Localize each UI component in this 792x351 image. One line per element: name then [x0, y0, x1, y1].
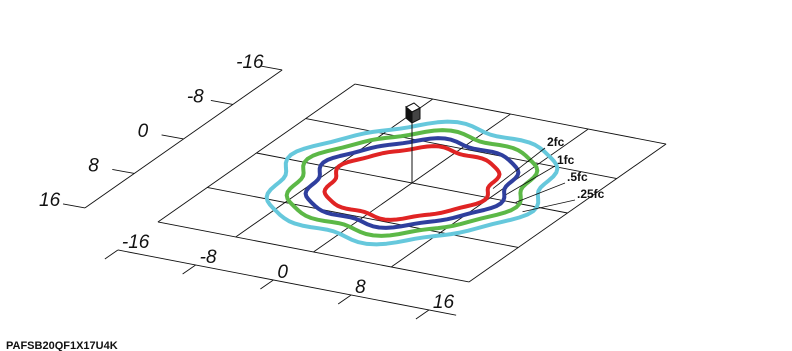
grid-line-x — [468, 143, 667, 283]
x-tick-label: 16 — [433, 292, 455, 313]
y-tick-label: 0 — [138, 121, 149, 142]
contour-label: .5fc — [567, 170, 588, 184]
y-tick-label: 8 — [88, 155, 99, 176]
contour-leader — [522, 199, 576, 213]
y-tick-mark — [161, 134, 184, 140]
x-tick-mark — [415, 309, 430, 320]
x-tick-mark — [104, 249, 119, 260]
y-scale-line — [84, 69, 283, 209]
luminaire-pole — [405, 102, 421, 183]
contour-label: .25fc — [577, 187, 605, 201]
x-tick-mark — [260, 279, 274, 290]
contour-1fc — [303, 136, 521, 230]
y-tick-mark — [210, 100, 233, 105]
contour-leader — [515, 182, 566, 203]
grid-line-y — [354, 83, 667, 145]
contour-label: 2fc — [547, 135, 565, 149]
axis-scales — [62, 65, 457, 320]
contour-leader-lines — [492, 147, 576, 213]
contour-leader — [492, 147, 546, 189]
grid-line-x — [390, 128, 589, 268]
x-tick-mark — [182, 264, 196, 275]
fixture-front-face — [411, 107, 421, 124]
contour-labels: 2fc 1fc .5fc .25fc — [547, 135, 605, 201]
y-tick-mark — [260, 65, 283, 71]
isofootcandle-contours — [264, 119, 560, 247]
y-tick-label: 16 — [39, 190, 61, 211]
y-tick-mark — [62, 203, 86, 209]
contour-leader — [505, 165, 556, 196]
x-scale-line — [117, 249, 457, 316]
x-tick-mark — [337, 294, 352, 305]
grid-line-y — [157, 221, 470, 283]
x-tick-label: 0 — [277, 262, 288, 283]
x-axis-ticks: -16 -8 0 8 16 — [122, 232, 455, 313]
contour-2fc — [322, 144, 502, 222]
contour-p5fc — [284, 128, 540, 238]
footer-label: PAFSB20QF1X17U4K — [6, 340, 118, 351]
y-axis-ticks: -16 -8 0 8 16 — [39, 52, 264, 211]
y-tick-mark — [112, 168, 135, 174]
x-tick-label: 8 — [355, 277, 366, 298]
contour-label: 1fc — [557, 153, 575, 167]
y-tick-label: -8 — [187, 86, 204, 107]
contour-p25fc — [264, 119, 560, 247]
x-tick-label: -16 — [122, 232, 150, 253]
x-tick-label: -8 — [200, 247, 217, 268]
y-tick-label: -16 — [236, 52, 264, 73]
grid-line-y — [207, 187, 519, 248]
